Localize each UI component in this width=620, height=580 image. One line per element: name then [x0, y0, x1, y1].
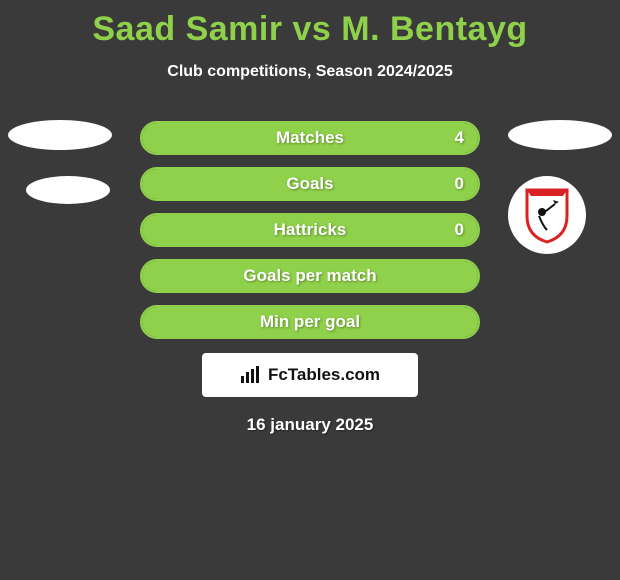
left-player-icons: [8, 120, 112, 230]
stat-bar-value: 0: [455, 215, 464, 245]
stat-bar-label: Goals: [142, 169, 478, 199]
stat-bar-label: Goals per match: [142, 261, 478, 291]
placeholder-ellipse-icon: [8, 120, 112, 150]
right-player-icons: [508, 120, 612, 254]
stat-bar-label: Hattricks: [142, 215, 478, 245]
stat-bars: Matches 4 Goals 0 Hattricks 0 Goals per …: [140, 121, 480, 339]
stat-bar-label: Matches: [142, 123, 478, 153]
stat-bar-value: 0: [455, 169, 464, 199]
club-badge-icon: [508, 176, 586, 254]
stat-bar-value: 4: [455, 123, 464, 153]
banner-text: FcTables.com: [268, 365, 380, 385]
bars-logo-icon: [240, 366, 262, 384]
placeholder-ellipse-icon: [508, 120, 612, 150]
source-banner: FcTables.com: [202, 353, 418, 397]
page-title: Saad Samir vs M. Bentayg: [0, 0, 620, 49]
stat-bar: Goals per match: [140, 259, 480, 293]
placeholder-ellipse-icon: [26, 176, 110, 204]
stat-bar: Matches 4: [140, 121, 480, 155]
stat-bar-label: Min per goal: [142, 307, 478, 337]
stat-bar: Min per goal: [140, 305, 480, 339]
stat-bar: Hattricks 0: [140, 213, 480, 247]
stat-bar: Goals 0: [140, 167, 480, 201]
update-date: 16 january 2025: [0, 415, 620, 435]
page-subtitle: Club competitions, Season 2024/2025: [0, 63, 620, 81]
